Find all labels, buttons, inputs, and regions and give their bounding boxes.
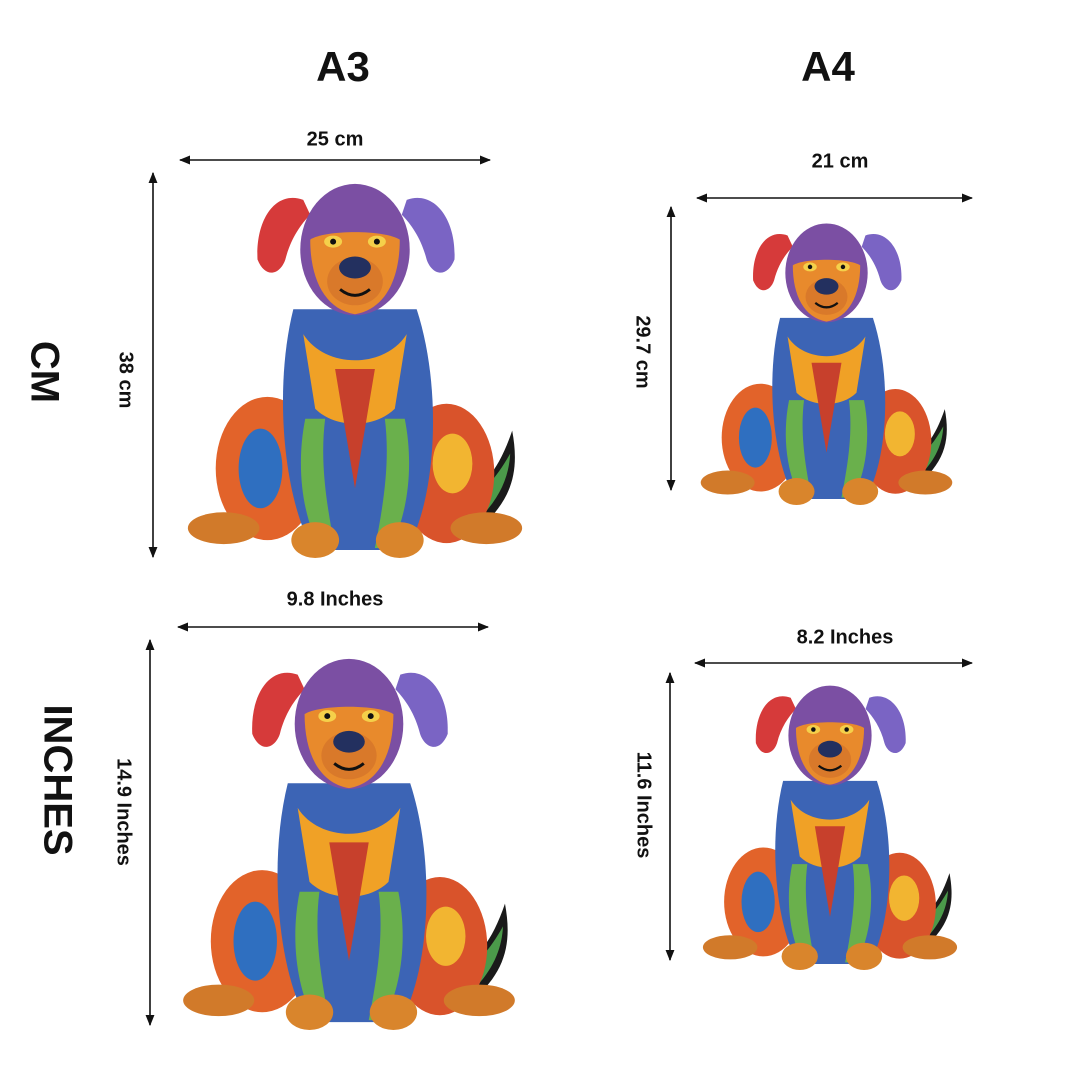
dog-illustration bbox=[181, 657, 517, 1030]
height-label: 38 cm bbox=[115, 352, 137, 409]
size-panel: 21 cm 29.7 cm bbox=[632, 150, 974, 505]
dog-illustration bbox=[186, 182, 524, 558]
size-panel: 8.2 Inches 11.6 Inches bbox=[633, 626, 974, 970]
row-label: INCHES bbox=[35, 704, 79, 855]
row-label: CM bbox=[22, 341, 66, 403]
column-label: A3 bbox=[316, 43, 370, 90]
dog-illustration bbox=[701, 684, 959, 970]
height-label: 14.9 Inches bbox=[113, 758, 135, 866]
column-label: A4 bbox=[801, 43, 855, 90]
height-label: 29.7 cm bbox=[632, 315, 654, 388]
height-label: 11.6 Inches bbox=[633, 752, 655, 859]
size-panel: 9.8 Inches 14.9 Inches bbox=[113, 588, 517, 1030]
dog-illustration bbox=[699, 222, 954, 505]
size-panel: 25 cm 38 cm bbox=[115, 128, 524, 559]
width-label: 8.2 Inches bbox=[797, 626, 894, 648]
width-label: 25 cm bbox=[307, 128, 364, 150]
width-label: 21 cm bbox=[812, 150, 869, 172]
width-label: 9.8 Inches bbox=[287, 588, 384, 610]
